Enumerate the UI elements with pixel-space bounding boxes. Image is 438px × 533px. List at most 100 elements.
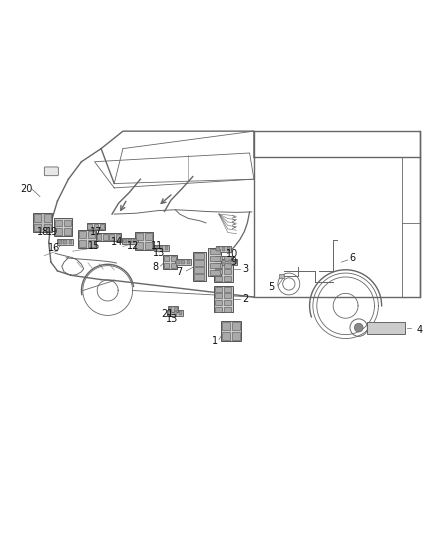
Bar [135,232,153,250]
Bar [94,224,98,229]
Bar [215,287,222,292]
Bar [210,270,219,276]
Bar [56,228,62,235]
Bar [224,270,231,274]
Text: 1: 1 [212,336,218,346]
Bar [233,322,240,330]
Bar [215,263,222,268]
Text: 19: 19 [46,228,58,237]
Bar [34,224,42,231]
FancyBboxPatch shape [44,167,58,176]
Bar [175,259,191,265]
Bar [171,256,176,261]
Bar [34,214,42,222]
Bar [194,268,205,273]
Bar [176,260,180,264]
Bar [116,234,120,240]
Bar [210,263,219,269]
Bar [224,287,231,292]
Bar [44,224,51,231]
Bar [279,274,285,278]
Bar [171,263,176,268]
Bar [215,276,222,281]
Bar [88,240,95,247]
Bar [367,322,405,334]
Text: 4: 4 [417,325,423,335]
Bar [215,246,231,252]
Text: 7: 7 [177,266,183,277]
Bar [164,263,169,268]
Bar [224,263,231,268]
Bar [123,239,127,243]
Bar [168,306,178,312]
Bar [103,234,108,240]
Bar [222,247,225,251]
Text: 20: 20 [20,184,32,194]
Bar [88,231,95,238]
Bar [58,240,62,244]
Bar [194,274,205,280]
Text: 8: 8 [152,262,159,272]
Bar [165,246,169,250]
Bar [56,220,62,226]
Bar [153,245,169,251]
Text: 17: 17 [90,227,102,237]
Bar [215,270,222,274]
Text: 13: 13 [166,314,178,324]
Bar [228,260,231,264]
Bar [69,240,72,244]
Text: 6: 6 [349,253,355,263]
Bar [210,256,219,261]
Text: 5: 5 [268,282,275,292]
Bar [223,332,230,340]
Bar [97,234,102,240]
Text: 18: 18 [36,228,49,237]
Text: 16: 16 [48,243,60,253]
Text: 15: 15 [88,240,100,251]
Bar [88,224,92,229]
Bar [64,240,67,244]
Text: 11: 11 [151,240,163,251]
Text: 2: 2 [242,294,248,304]
Bar [163,255,177,269]
Bar [33,213,52,232]
Bar [64,228,71,235]
Bar [78,230,96,248]
Bar [64,220,71,226]
Bar [233,260,237,264]
Bar [136,233,143,240]
Bar [224,256,231,261]
Text: 21: 21 [162,309,174,319]
Bar [173,311,177,315]
Circle shape [354,323,363,332]
Bar [194,260,205,265]
Bar [194,253,205,259]
Bar [96,233,121,241]
Bar [214,256,233,282]
Bar [174,307,178,311]
Bar [224,300,231,305]
Bar [57,239,73,245]
Bar [216,247,220,251]
Bar [222,259,237,265]
Text: 13: 13 [152,248,165,259]
Bar [224,294,231,298]
Bar [210,249,219,254]
Bar [110,234,114,240]
Bar [187,260,190,264]
Bar [233,332,240,340]
Bar [154,246,158,250]
Bar [128,239,132,243]
Bar [223,260,226,264]
Text: 14: 14 [111,238,123,247]
Bar [215,294,222,298]
Bar [169,307,173,311]
Bar [227,247,230,251]
Bar [167,310,183,316]
Bar [215,256,222,261]
Bar [164,256,169,261]
Bar [122,238,138,244]
Bar [168,311,172,315]
Text: 9: 9 [230,257,236,267]
Bar [181,260,185,264]
